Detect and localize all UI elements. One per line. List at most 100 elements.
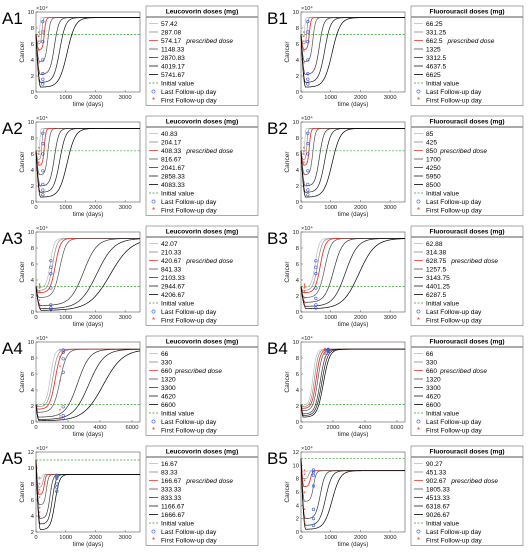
y-tick-label: 10	[28, 466, 34, 472]
last-followup-marker	[314, 303, 318, 307]
x-tick-label: 1000	[59, 205, 72, 211]
legend-last-marker	[416, 529, 421, 534]
legend-title: Fluorouracil doses (mg)	[429, 339, 504, 346]
legend-entry-6: 4620	[426, 393, 441, 400]
first-followup-marker: *	[38, 300, 41, 306]
y-tick-label: 6	[31, 262, 34, 268]
y-tick-label: 8	[296, 477, 299, 483]
first-followup-marker: *	[38, 77, 41, 83]
panel-label: A4	[2, 339, 23, 358]
legend-title-box	[410, 115, 524, 127]
last-followup-marker	[306, 71, 310, 76]
axis-exponent: ×10⁴	[301, 335, 313, 342]
legend-title-box	[145, 335, 259, 347]
first-followup-marker: *	[38, 181, 41, 187]
legend-title-box	[145, 5, 259, 17]
y-tick-label: 0	[31, 90, 34, 96]
legend-entry-4: 333.33	[161, 486, 182, 493]
y-tick-label: 8	[296, 136, 299, 142]
first-followup-marker: *	[303, 36, 306, 42]
first-followup-marker: *	[38, 173, 41, 179]
x-axis-label: time (days)	[338, 211, 369, 218]
legend-entry-5: 2041.67	[161, 165, 185, 172]
legend-last-label: Last Follow-up day	[161, 529, 217, 536]
first-followup-marker: *	[324, 352, 327, 358]
y-tick-label: 6	[296, 262, 299, 268]
legend-entry-5: 3143.75	[426, 275, 450, 282]
legend-last-marker	[416, 89, 421, 94]
first-followup-marker: *	[324, 350, 327, 356]
legend-title: Leucovorin doses (mg)	[166, 449, 239, 456]
plot-area	[35, 121, 141, 203]
first-followup-marker: *	[303, 62, 306, 68]
panel-a4: A4 ×10⁴ 0 2000 4000 6000 0 2 4 6 8 10 time (days) Can…	[2, 335, 259, 438]
series-line-6	[300, 238, 405, 307]
panel-label: A1	[2, 9, 23, 28]
last-followup-marker	[311, 470, 316, 474]
legend-entry-4: 1320	[426, 376, 441, 383]
prescribed-dose-note: prescribed dose	[439, 148, 487, 155]
x-tick-label: 1000	[324, 535, 337, 541]
x-axis-label: time (days)	[338, 101, 369, 108]
last-followup-marker	[306, 58, 310, 62]
last-followup-marker	[49, 308, 53, 312]
legend-entry-4: 1320	[161, 376, 176, 383]
panel-label: A2	[2, 119, 23, 138]
legend-entry-5: 2870.83	[161, 55, 185, 62]
legend-entry-3: 662.5	[426, 38, 443, 45]
y-tick-label: 2	[296, 294, 299, 300]
y-tick-label: 4	[296, 58, 300, 64]
y-tick-label: 12	[28, 450, 34, 456]
legend-entry-6: 4620	[161, 393, 176, 400]
first-followup-marker: *	[59, 418, 62, 424]
x-tick-label: 1000	[59, 535, 72, 541]
legend-entry-7: 6600	[426, 402, 441, 409]
legend-title-box	[145, 225, 259, 237]
first-followup-marker: *	[38, 483, 41, 489]
x-tick-label: 2000	[354, 315, 367, 321]
legend-initial-label: Initial value	[161, 410, 194, 417]
legend-entry-6: 5950	[426, 173, 441, 180]
y-tick-label: 8	[31, 246, 34, 252]
first-followup-marker: *	[324, 349, 327, 355]
last-followup-marker	[41, 20, 45, 24]
last-followup-marker	[41, 152, 45, 156]
legend-entry-6: 4019.17	[161, 63, 185, 70]
first-followup-marker: *	[303, 297, 306, 303]
legend-initial-label: Initial value	[161, 520, 194, 527]
first-followup-marker: *	[38, 150, 41, 156]
x-tick-label: 2000	[62, 425, 75, 431]
last-followup-marker	[314, 259, 318, 263]
first-followup-marker: *	[38, 304, 41, 310]
y-tick-label: 6	[296, 42, 299, 48]
legend-entry-7: 4206.67	[161, 292, 185, 299]
first-followup-marker: *	[303, 32, 306, 38]
y-tick-label: 0	[31, 420, 34, 426]
last-followup-marker	[314, 306, 318, 310]
panel-label: B2	[267, 119, 288, 138]
x-axis-label: time (days)	[338, 431, 369, 438]
y-tick-label: 6	[296, 372, 299, 378]
first-followup-marker: *	[38, 496, 41, 502]
prescribed-dose-note: prescribed dose	[185, 148, 233, 155]
last-followup-marker	[55, 482, 59, 486]
legend-first-marker: *	[417, 426, 420, 435]
last-followup-marker	[326, 350, 330, 354]
y-tick-label: 6	[31, 372, 34, 378]
first-followup-marker: *	[303, 70, 306, 76]
first-followup-marker: *	[303, 479, 306, 485]
legend-initial-label: Initial value	[161, 190, 194, 197]
prescribed-dose-note: prescribed dose	[185, 478, 233, 485]
legend-initial-label: Initial value	[161, 80, 194, 87]
x-tick-label: 0	[34, 205, 37, 211]
y-tick-label: 6	[296, 152, 299, 158]
prescribed-dose-note: prescribed dose	[439, 368, 487, 375]
legend-last-marker	[151, 529, 156, 534]
first-followup-marker: *	[38, 516, 41, 522]
legend-entry-3: 660	[161, 368, 172, 375]
plot-area	[35, 231, 141, 313]
y-tick-label: 2	[31, 404, 34, 410]
